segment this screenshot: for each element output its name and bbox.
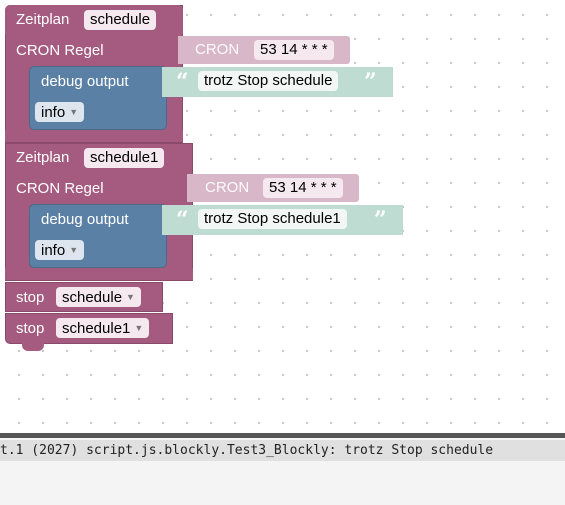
dropdown-arrow-icon: ▼ — [69, 107, 79, 117]
schedule-header-label: Zeitplan — [16, 149, 70, 166]
debug-text-field[interactable]: trotz Stop schedule — [198, 71, 339, 91]
debug-text-field[interactable]: trotz Stop schedule1 — [198, 209, 347, 229]
schedule-name-field[interactable]: schedule1 — [84, 148, 165, 168]
log-line: t.1 (2027) script.js.blockly.Test3_Block… — [0, 440, 565, 461]
cron-value-field[interactable]: 53 14 * * * — [263, 178, 343, 198]
close-quote-icon: ” — [364, 69, 377, 95]
cron-chip-label: CRON — [205, 179, 250, 196]
debug-output-label: debug output — [41, 73, 129, 90]
cron-rule-label: CRON Regel — [16, 180, 104, 197]
log-console: t.1 (2027) script.js.blockly.Test3_Block… — [0, 433, 565, 505]
dropdown-arrow-icon: ▼ — [69, 245, 79, 255]
dropdown-arrow-icon: ▼ — [134, 323, 144, 333]
debug-level-dropdown[interactable]: info ▼ — [35, 102, 85, 122]
next-connector-tab — [22, 343, 44, 351]
cron-rule-label: CRON Regel — [16, 42, 104, 59]
dropdown-arrow-icon: ▼ — [126, 292, 135, 302]
open-quote-icon: “ — [176, 207, 189, 233]
stop-label: stop — [16, 320, 45, 337]
stop-label: stop — [16, 289, 45, 306]
close-quote-icon: ” — [374, 207, 387, 233]
schedule-header-label: Zeitplan — [16, 11, 70, 28]
stop-schedule-dropdown[interactable]: schedule1 ▼ — [56, 318, 150, 338]
debug-level-dropdown[interactable]: info ▼ — [35, 240, 85, 260]
stop-schedule-dropdown[interactable]: schedule ▼ — [56, 287, 141, 307]
debug-output-label: debug output — [41, 211, 129, 228]
cron-value-field[interactable]: 53 14 * * * — [254, 40, 334, 60]
cron-chip-label: CRON — [195, 41, 240, 58]
schedule-name-field[interactable]: schedule — [84, 10, 157, 30]
open-quote-icon: “ — [176, 69, 189, 95]
blockly-workspace[interactable]: Zeitplan schedule CRON Regel CRON 53 14 … — [0, 0, 565, 433]
